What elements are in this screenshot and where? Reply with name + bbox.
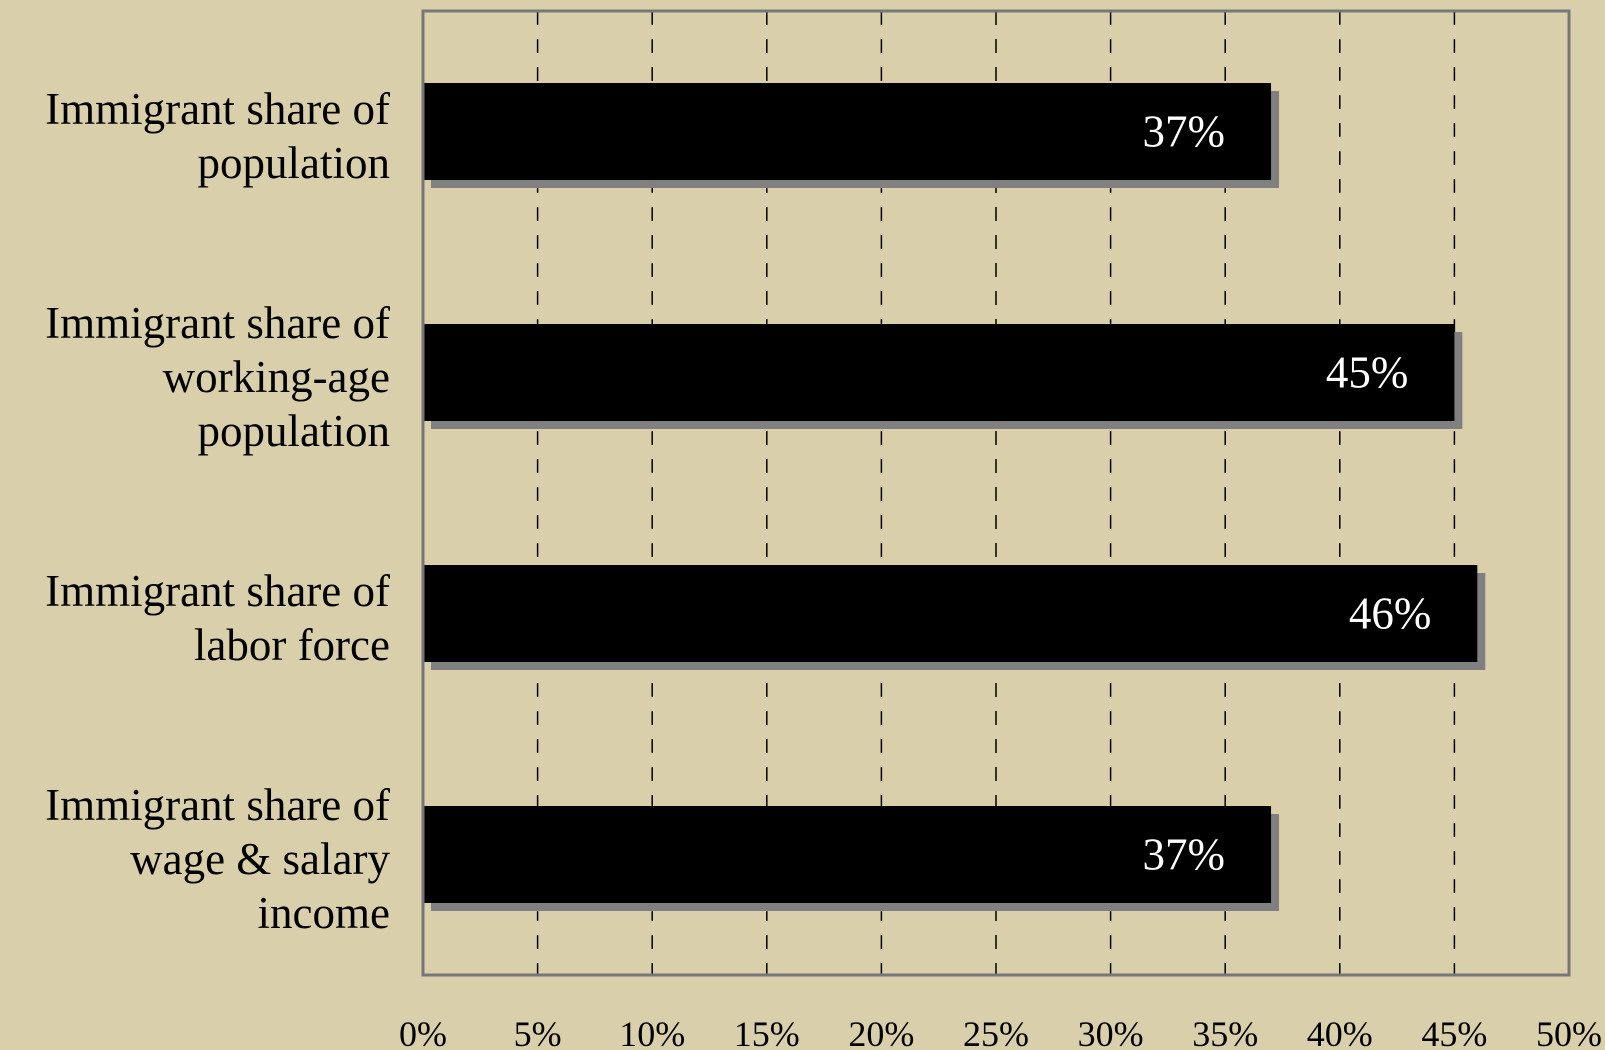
x-tick-label: 20% — [848, 1014, 914, 1050]
value-label: 37% — [1143, 830, 1226, 880]
bar — [423, 83, 1272, 180]
x-tick-label: 5% — [514, 1014, 562, 1050]
bar — [423, 806, 1272, 903]
x-tick-label: 40% — [1307, 1014, 1373, 1050]
x-tick-label: 50% — [1536, 1014, 1602, 1050]
bar — [423, 324, 1455, 421]
category-label: Immigrant share of wage & salary income — [45, 779, 390, 938]
x-tick-label: 15% — [734, 1014, 800, 1050]
value-label: 45% — [1326, 348, 1409, 398]
value-label: 46% — [1349, 589, 1432, 639]
category-label: Immigrant share of labor force — [45, 565, 390, 670]
x-tick-label: 10% — [619, 1014, 685, 1050]
x-tick-label: 30% — [1078, 1014, 1144, 1050]
x-tick-label: 35% — [1192, 1014, 1258, 1050]
value-label: 37% — [1143, 107, 1226, 157]
x-tick-label: 45% — [1421, 1014, 1487, 1050]
x-tick-label: 0% — [399, 1014, 447, 1050]
bar — [423, 565, 1478, 662]
plot-border — [421, 9, 1571, 977]
x-tick-label: 25% — [963, 1014, 1029, 1050]
category-label: Immigrant share of working-age populatio… — [45, 297, 390, 456]
category-label: Immigrant share of population — [45, 83, 390, 188]
